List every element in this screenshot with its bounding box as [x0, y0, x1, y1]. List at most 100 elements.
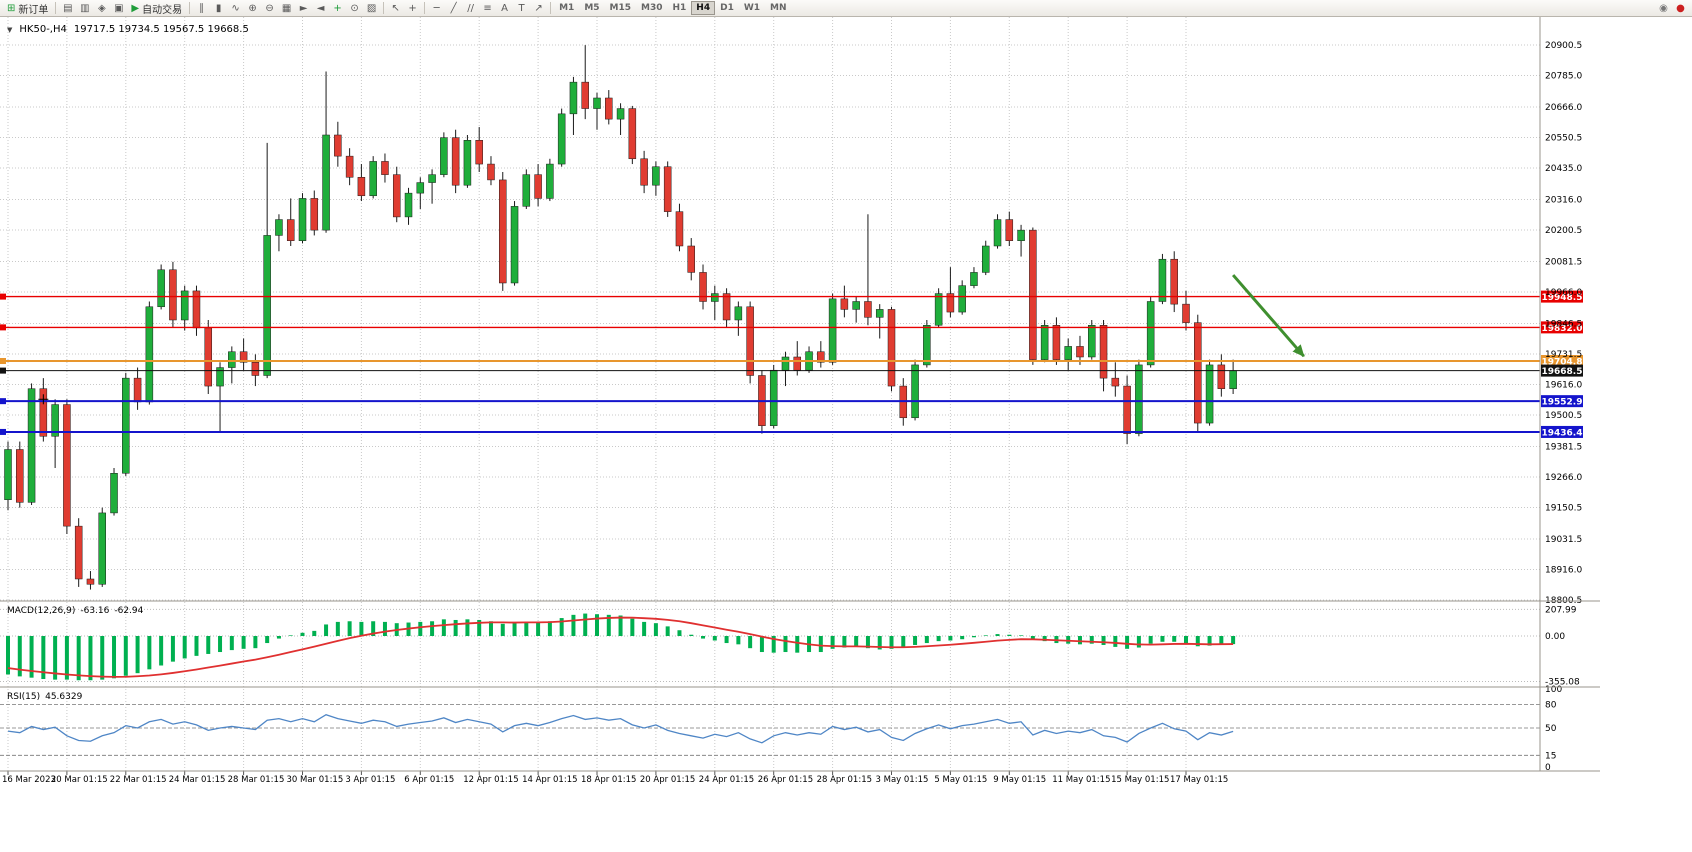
price-tag-label: 19832.0: [1542, 324, 1583, 334]
terminal-icon[interactable]: ▣: [110, 1, 127, 16]
crosshair-icon[interactable]: +: [404, 1, 421, 16]
rsi-indicator-label: RSI(15) 45.6329: [7, 692, 82, 702]
search-icon[interactable]: ◉: [1655, 1, 1672, 16]
time-axis-label: 30 Mar 01:15: [287, 775, 344, 785]
chart-window: ▼ HK50-,H4 19717.5 19734.5 19567.5 19668…: [0, 17, 1692, 852]
main-toolbar: ⊞ 新订单 ▤ ▥ ◈ ▣ ▶ 自动交易 ∥ ▮ ∿ ⊕ ⊖ ▦ ► ◄ + ⊙ ▨ ↖ + ─ ╱//≡ A T…: [0, 0, 1692, 17]
candle-body: [239, 351, 248, 363]
price-axis-label: 19731.5: [1545, 350, 1582, 360]
templates-icon[interactable]: ▨: [363, 1, 380, 16]
trendline-icon[interactable]: ╱: [445, 1, 462, 16]
rsi-axis-label: 50: [1545, 724, 1557, 734]
candle-body: [981, 245, 990, 273]
chart-ohlc-header: ▼ HK50-,H4 19717.5 19734.5 19567.5 19668…: [7, 24, 249, 35]
tile-windows-icon[interactable]: ▦: [278, 1, 295, 16]
price-axis-label: 19381.5: [1545, 442, 1582, 452]
window-icons-group: ▤ ▥ ◈ ▣: [59, 1, 127, 16]
timeframe-m1-button[interactable]: M1: [554, 1, 579, 15]
candle-body: [1088, 325, 1096, 358]
macd-layer: [6, 613, 1236, 681]
timeframe-h4-button[interactable]: H4: [691, 1, 716, 15]
collapse-caret-icon[interactable]: ▼: [7, 26, 13, 34]
candle-body: [369, 161, 377, 197]
candle-body: [487, 163, 495, 181]
periods-icon[interactable]: ⊙: [346, 1, 363, 16]
time-axis-label: 20 Apr 01:15: [640, 775, 695, 785]
price-axis-label: 20200.5: [1545, 226, 1582, 236]
chart-shift-icon[interactable]: ◄: [312, 1, 329, 16]
candle-body: [1099, 325, 1108, 379]
text-icon[interactable]: A: [496, 1, 513, 16]
label-icon[interactable]: T: [513, 1, 530, 16]
candle-body: [864, 301, 872, 318]
time-axis-label: 18 Apr 01:15: [581, 775, 636, 785]
price-tag: [1541, 355, 1583, 368]
macd-axis-label: -355.08: [1545, 678, 1580, 688]
auto-trading-button[interactable]: ▶ 自动交易: [127, 1, 186, 16]
timeframe-m15-button[interactable]: M15: [605, 1, 636, 15]
candle-body: [652, 166, 660, 186]
candle-body: [1111, 377, 1120, 387]
candlestick-chart-icon[interactable]: ▮: [210, 1, 227, 16]
candle-body: [275, 219, 283, 236]
time-axis-label: 17 May 01:15: [1170, 775, 1228, 785]
toolbar-separator: [189, 2, 191, 14]
candle-body: [16, 449, 24, 503]
candle-body: [404, 192, 413, 218]
candle-body: [923, 325, 931, 366]
bar-chart-icon[interactable]: ∥: [193, 1, 210, 16]
candle-body: [934, 293, 943, 326]
candle-body: [357, 177, 366, 197]
timeframe-d1-button[interactable]: D1: [715, 1, 739, 15]
axis-layer: 20900.5 20785.0 20666.0 20550.5 20435.0 20316…: [0, 17, 1600, 785]
line-chart-icon[interactable]: ∿: [227, 1, 244, 16]
indicators-icon[interactable]: +: [329, 1, 346, 16]
zoom-in-icon[interactable]: ⊕: [244, 1, 261, 16]
candle-body: [39, 388, 48, 437]
candle-body: [1229, 370, 1237, 389]
zoom-out-icon[interactable]: ⊖: [261, 1, 278, 16]
price-axis-label: 19500.5: [1545, 411, 1582, 421]
alerts-icon[interactable]: ●: [1672, 1, 1689, 16]
candle-body: [204, 327, 213, 387]
new-order-button[interactable]: ⊞ 新订单: [3, 1, 52, 16]
trend-arrow-annotation[interactable]: [1231, 274, 1305, 358]
macd-name: MACD(12,26,9): [7, 606, 76, 616]
timeframe-m30-button[interactable]: M30: [636, 1, 667, 15]
price-tag: [1541, 364, 1583, 377]
candle-body: [1064, 346, 1072, 360]
timeframe-w1-button[interactable]: W1: [739, 1, 765, 15]
timeframe-mn-button[interactable]: MN: [765, 1, 792, 15]
horizontal-line-icon[interactable]: ─: [428, 1, 445, 16]
price-axis-label: 19966.0: [1545, 288, 1582, 298]
candle-body: [345, 155, 354, 178]
auto-trading-label: 自动交易: [142, 4, 183, 16]
candle-body: [605, 97, 613, 120]
timeframe-h1-button[interactable]: H1: [668, 1, 692, 15]
price-tag-label: 19668.5: [1542, 367, 1583, 377]
arrows-icon[interactable]: ↗: [530, 1, 547, 16]
navigator-icon[interactable]: ◈: [93, 1, 110, 16]
auto-scroll-icon[interactable]: ►: [295, 1, 312, 16]
time-axis-label: 26 Apr 01:15: [758, 775, 813, 785]
candle-body: [74, 525, 83, 580]
timeframes-group: M1 M5 M15 M30 H1 H4 D1 W1 MN: [554, 1, 791, 15]
candle-body: [251, 362, 260, 376]
price-axis-label: 19031.5: [1545, 535, 1582, 545]
candle-body: [557, 113, 566, 165]
candle-body: [310, 198, 319, 231]
rsi-axis-label: 0: [1545, 763, 1551, 773]
rsi-line: [7, 714, 1234, 744]
timeframe-m5-button[interactable]: M5: [579, 1, 604, 15]
candle-body: [440, 137, 448, 175]
data-window-icon[interactable]: ▥: [76, 1, 93, 16]
candle-body: [169, 269, 177, 321]
fibonacci-icon[interactable]: ≡: [479, 1, 496, 16]
equidistant-channel-icon[interactable]: //: [462, 1, 479, 16]
market-watch-icon[interactable]: ▤: [59, 1, 76, 16]
candle-body: [581, 81, 589, 109]
candle-body: [1170, 258, 1178, 305]
cursor-icon[interactable]: ↖: [387, 1, 404, 16]
